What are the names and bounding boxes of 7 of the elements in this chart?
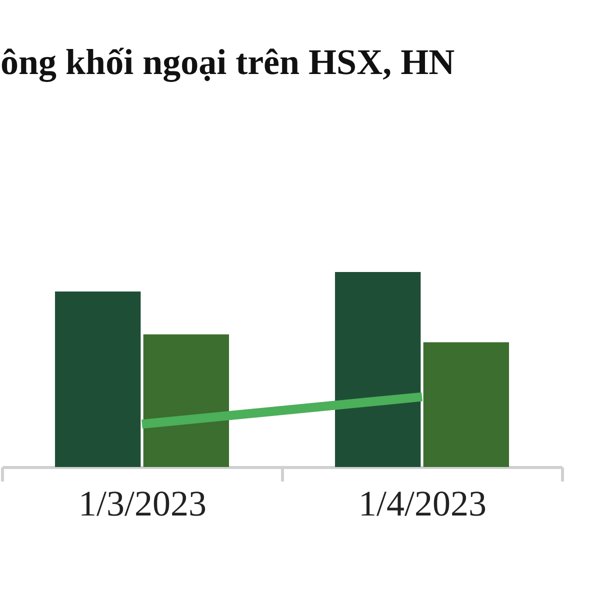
bar (334, 272, 421, 467)
bar (423, 342, 510, 467)
chart-title: ông khối ngoại trên HSX, HN (0, 42, 455, 82)
x-tick-label: 1/3/2023 (78, 484, 207, 524)
bar (54, 292, 141, 467)
x-tick-label: 1/4/2023 (358, 484, 487, 524)
bar (143, 334, 230, 467)
